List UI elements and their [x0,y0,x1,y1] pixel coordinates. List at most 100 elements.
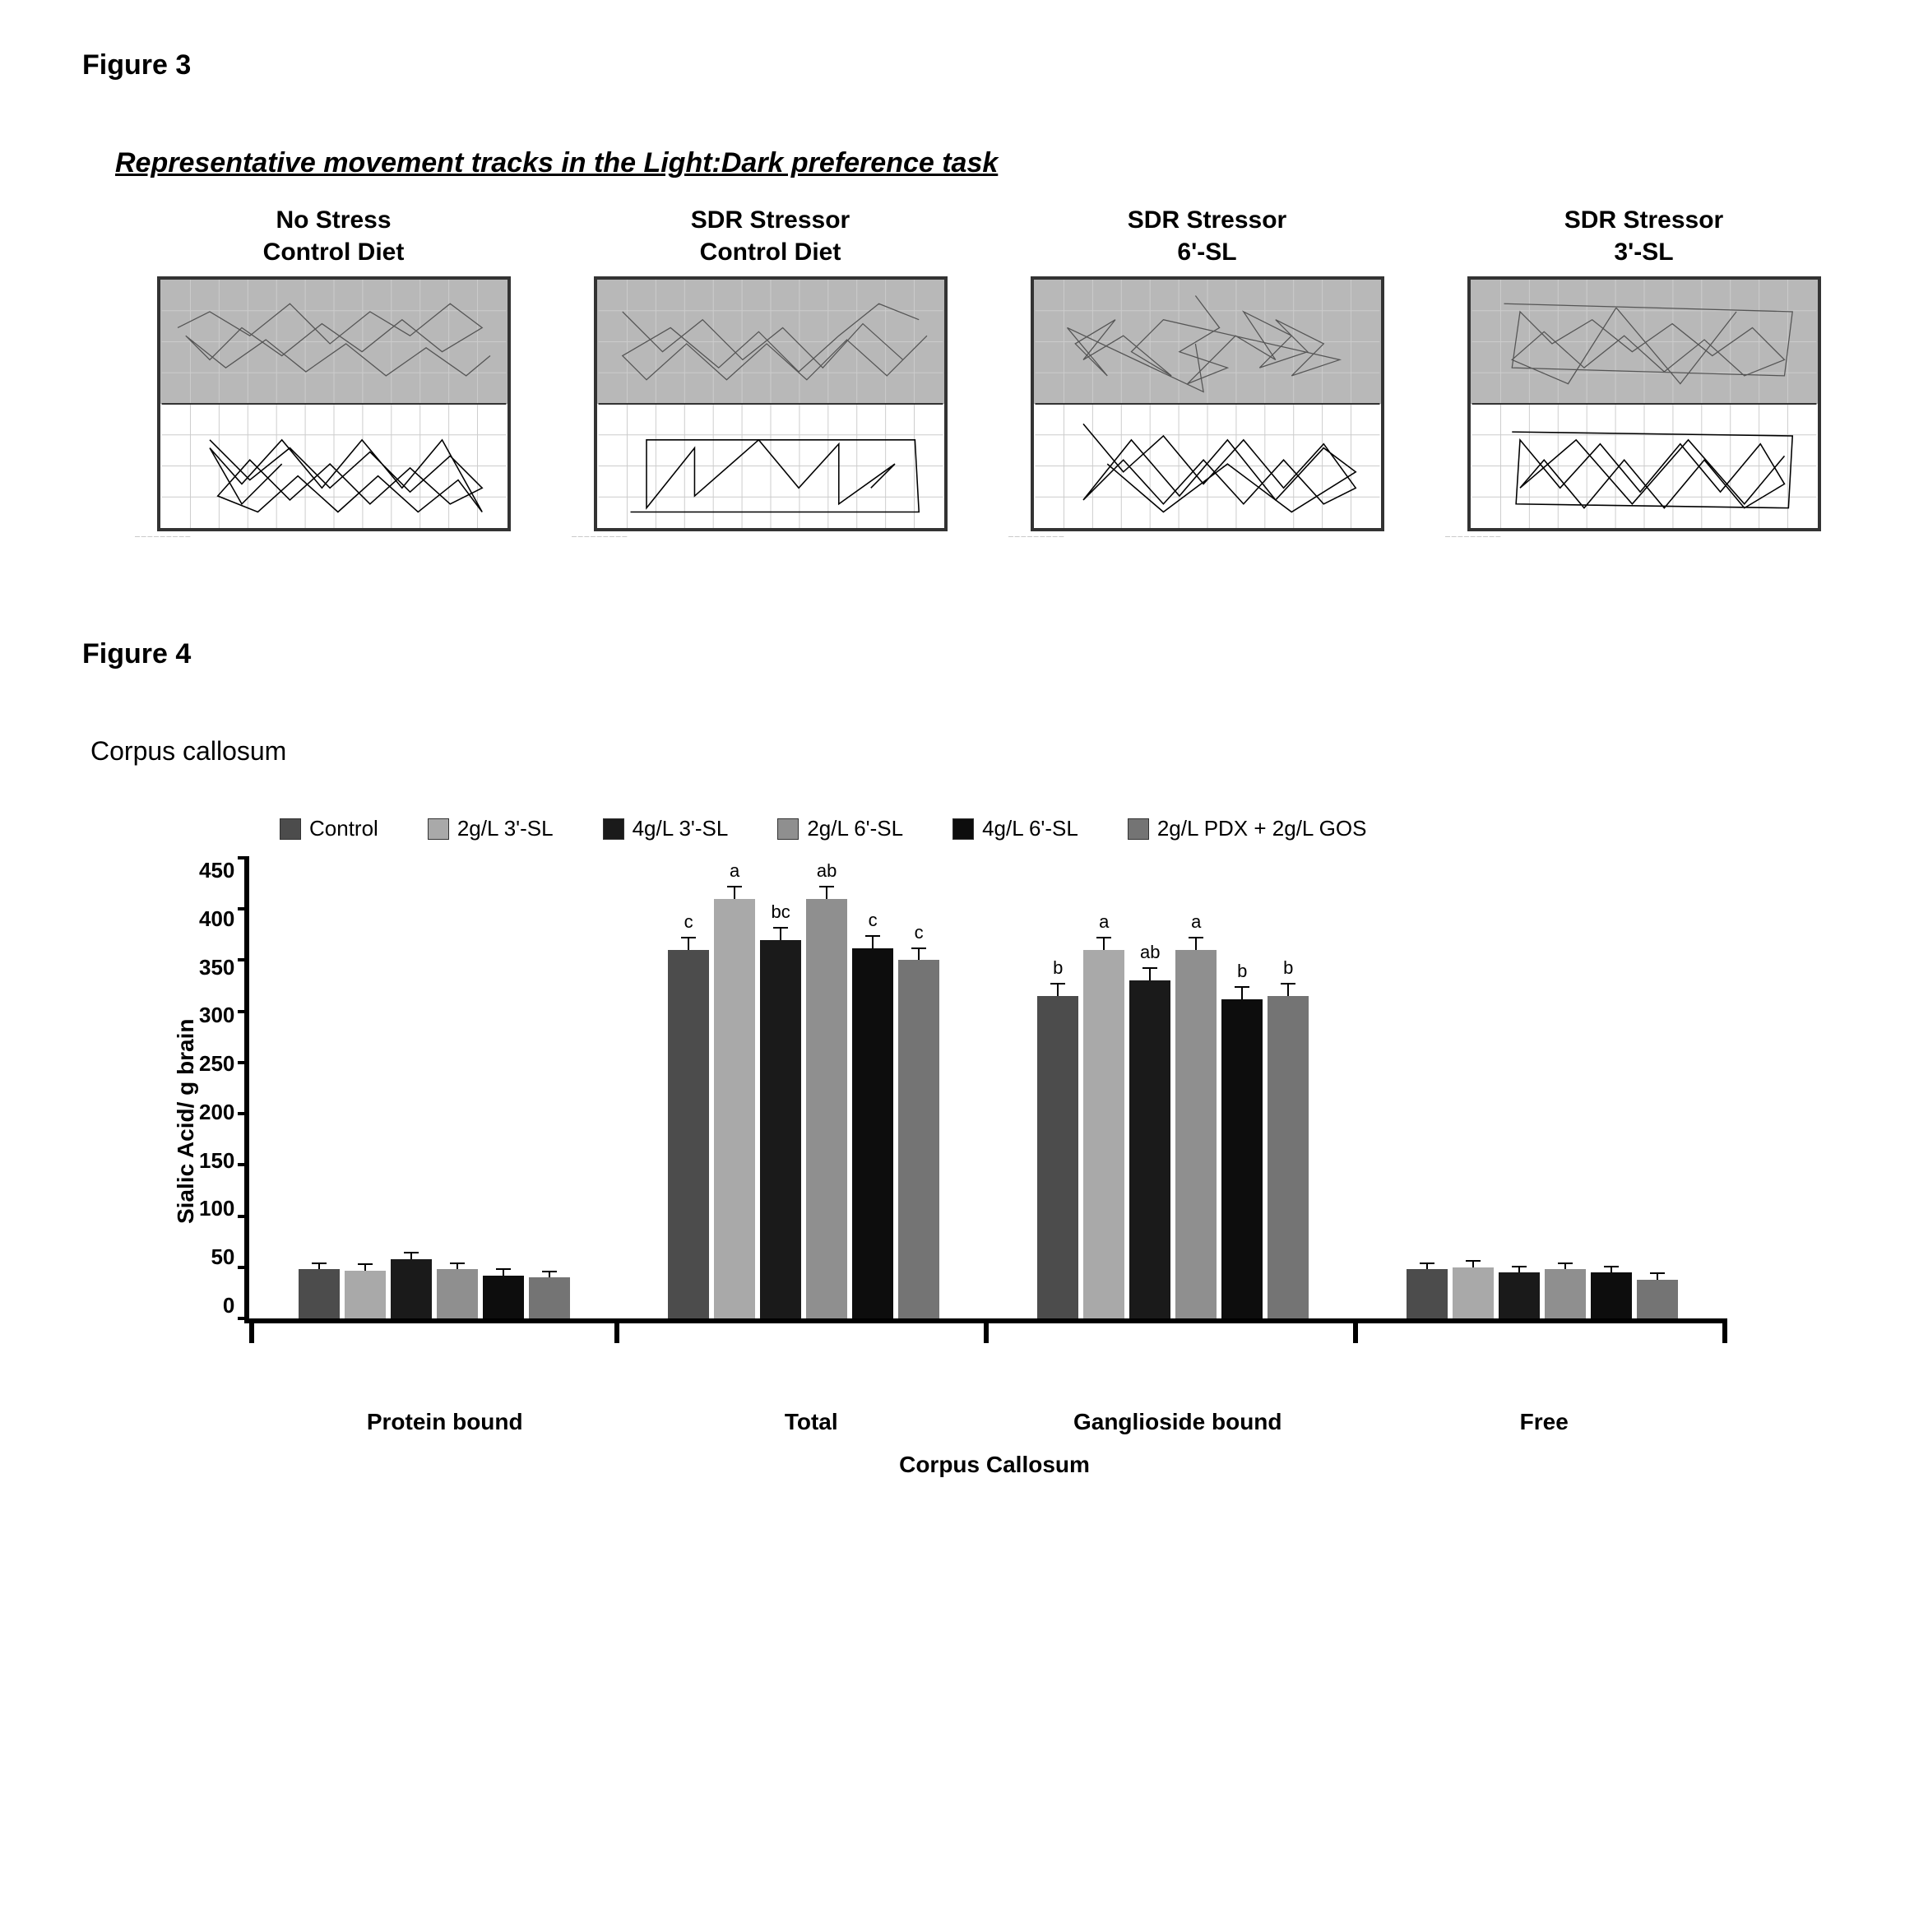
track-panel: No StressControl Diet — — — — — — — — — [132,204,535,540]
x-axis-main-label: Corpus Callosum [262,1452,1727,1478]
x-axis-group-labels: Protein boundTotalGanglioside boundFree [262,1409,1727,1435]
figure-4-subtitle: Corpus callosum [90,736,1846,767]
figure-4-chart: Control 2g/L 3'-SL 4g/L 3'-SL 2g/L 6'-SL 4g/… [165,816,1727,1478]
bar [1453,1267,1494,1318]
legend-swatch [952,818,974,840]
chart-legend: Control 2g/L 3'-SL 4g/L 3'-SL 2g/L 6'-SL 4g/… [280,816,1727,841]
legend-text: 2g/L 6'-SL [807,816,903,841]
legend-text: Control [309,816,378,841]
bar [345,1271,386,1318]
bar [391,1259,432,1318]
legend-swatch [1128,818,1149,840]
track-box [157,276,511,531]
bar [1499,1272,1540,1318]
legend-item: 4g/L 6'-SL [952,816,1078,841]
legend-text: 4g/L 6'-SL [982,816,1078,841]
track-box [1031,276,1384,531]
significance-label: b [1053,957,1063,979]
bar [529,1277,570,1318]
legend-item: 4g/L 3'-SL [603,816,729,841]
y-tick-label: 350 [199,955,234,980]
significance-label: b [1283,957,1293,979]
legend-swatch [777,818,799,840]
y-tick-label: 250 [199,1051,234,1077]
y-tick-label: 200 [199,1100,234,1125]
track-box [594,276,948,531]
legend-text: 2g/L PDX + 2g/L GOS [1157,816,1367,841]
bar: a [714,899,755,1318]
legend-item: 2g/L 3'-SL [428,816,554,841]
legend-swatch [603,818,624,840]
bar-group [1358,858,1727,1318]
track-box [1467,276,1821,531]
significance-label: bc [772,901,790,923]
x-group-label: Ganglioside bound [994,1409,1361,1435]
significance-label: a [1099,911,1109,933]
bar: c [668,950,709,1318]
x-group-label: Protein bound [262,1409,628,1435]
bar: c [898,960,939,1318]
y-tick-label: 100 [199,1196,234,1221]
bar: bc [760,940,801,1318]
figure-4-label: Figure 4 [82,638,1846,670]
x-group-label: Free [1361,1409,1728,1435]
y-tick-label: 150 [199,1148,234,1174]
bar: ab [806,899,847,1318]
track-panel-label: SDR Stressor6'-SL [1005,204,1409,268]
bar: b [1221,999,1263,1318]
track-panel-label: No StressControl Diet [132,204,535,268]
significance-label: a [730,860,739,882]
bar-group [249,858,619,1318]
legend-item: 2g/L PDX + 2g/L GOS [1128,816,1367,841]
chart-area: Sialic Acid/ g brain 450 400 350 300 250 200 1… [165,858,1727,1384]
track-footer: — — — — — — — — — [568,535,972,540]
bar-group: cabcabcc [619,858,989,1318]
significance-label: ab [1140,942,1160,963]
bar [1637,1280,1678,1318]
significance-label: b [1237,961,1247,982]
bar [1591,1272,1632,1318]
legend-swatch [280,818,301,840]
y-tick-label: 450 [199,858,234,883]
y-tick-label: 300 [199,1003,234,1028]
track-panel: SDR Stressor6'-SL — — — — — — — — — [1005,204,1409,540]
figure-3-label: Figure 3 [82,49,1846,81]
bar: b [1268,996,1309,1318]
y-tick-label: 50 [211,1244,234,1270]
y-axis-ticks: 450 400 350 300 250 200 150 100 50 0 [199,858,244,1318]
significance-label: ab [817,860,837,882]
significance-label: c [684,911,693,933]
bar: b [1037,996,1078,1318]
track-panel-label: SDR Stressor3'-SL [1442,204,1846,268]
legend-item: Control [280,816,378,841]
significance-label: c [915,922,924,943]
bar [1407,1269,1448,1318]
x-group-label: Total [628,1409,995,1435]
significance-label: c [869,910,878,931]
figure-3-title: Representative movement tracks in the Li… [115,147,1846,179]
bar-group: baababb [989,858,1358,1318]
bar: ab [1129,980,1170,1318]
track-panel-label: SDR StressorControl Diet [568,204,972,268]
significance-label: a [1191,911,1201,933]
legend-swatch [428,818,449,840]
y-tick-label: 0 [223,1293,234,1318]
bar: c [852,948,893,1318]
track-footer: — — — — — — — — — [1005,535,1409,540]
plot-area: cabcabccbaababb [244,858,1727,1323]
bar [1545,1269,1586,1318]
bar: a [1175,950,1217,1318]
figure-3-tracks-row: No StressControl Diet— — — — — — — — —SD… [132,204,1846,540]
track-footer: — — — — — — — — — [132,535,535,540]
legend-text: 2g/L 3'-SL [457,816,554,841]
track-footer: — — — — — — — — — [1442,535,1846,540]
bar [483,1276,524,1318]
legend-text: 4g/L 3'-SL [633,816,729,841]
y-axis-label: Sialic Acid/ g brain [165,858,199,1384]
bar [437,1269,478,1318]
track-panel: SDR StressorControl Diet — — — — — — — — … [568,204,972,540]
track-panel: SDR Stressor3'-SL — — — — — — — — — [1442,204,1846,540]
bar [299,1269,340,1318]
y-tick-label: 400 [199,906,234,932]
legend-item: 2g/L 6'-SL [777,816,903,841]
